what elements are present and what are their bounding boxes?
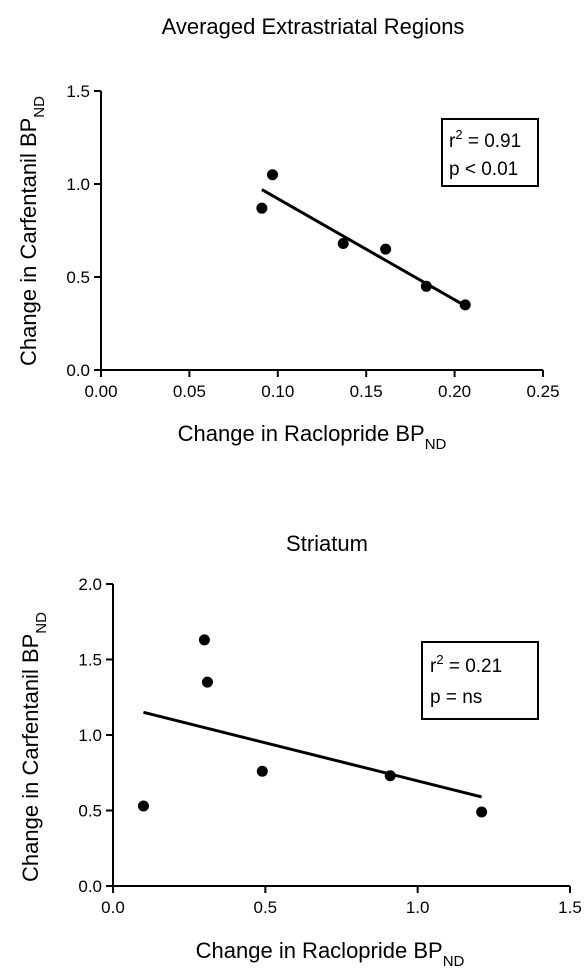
x-tick-label: 0.15 bbox=[350, 382, 383, 401]
chart-title: Striatum bbox=[286, 531, 368, 556]
data-point bbox=[384, 770, 396, 782]
x-tick-label: 0.20 bbox=[438, 382, 471, 401]
x-axis-label-subscript: ND bbox=[425, 436, 447, 453]
y-tick-label: 1.5 bbox=[78, 651, 102, 670]
stats-box bbox=[441, 118, 539, 187]
y-axis-label: Change in Carfentanil BPND bbox=[18, 612, 50, 882]
x-tick-label: 0.25 bbox=[526, 382, 559, 401]
p-value-text: p = ns bbox=[430, 687, 482, 708]
data-point bbox=[256, 765, 268, 777]
x-tick-label: 0.00 bbox=[84, 382, 117, 401]
regression-line bbox=[261, 188, 466, 308]
y-axis-label-main: Change in Carfentanil BP bbox=[16, 118, 41, 366]
data-marks bbox=[256, 169, 471, 311]
y-tick-label: 0.0 bbox=[66, 361, 90, 380]
y-tick-label: 1.5 bbox=[66, 82, 90, 101]
p-value-text: p < 0.01 bbox=[449, 159, 518, 180]
axes: 0.00 0.05 0.10 0.15 0.20 0.25 0.0 0.5 1.0 1.5 bbox=[66, 82, 559, 401]
data-point bbox=[420, 280, 432, 292]
y-tick-label: 0.5 bbox=[78, 802, 102, 821]
data-point bbox=[476, 806, 488, 818]
x-axis-label: Change in Raclopride BPND bbox=[178, 421, 447, 453]
chart-extrastriatal: Averaged Extrastriatal Regions Change in… bbox=[16, 14, 560, 453]
axes: 0.0 0.5 1.0 1.5 0.0 0.5 1.0 1.5 2.0 bbox=[78, 575, 581, 917]
data-point bbox=[266, 169, 278, 181]
data-point bbox=[256, 202, 268, 214]
x-tick-label: 0.5 bbox=[254, 898, 278, 917]
y-axis-label: Change in Carfentanil BPND bbox=[16, 96, 48, 366]
regression-line bbox=[143, 710, 483, 799]
x-tick-label: 0.05 bbox=[173, 382, 206, 401]
y-tick-label: 0.5 bbox=[66, 268, 90, 287]
data-point bbox=[198, 634, 210, 646]
x-tick-label: 1.0 bbox=[406, 898, 430, 917]
stats-box bbox=[421, 641, 539, 720]
y-axis-label-subscript: ND bbox=[31, 96, 48, 118]
data-point bbox=[459, 299, 471, 311]
r-squared-text: r2 = 0.91 bbox=[449, 127, 521, 152]
y-tick-label: 0.0 bbox=[78, 877, 102, 896]
r-squared-text: r2 = 0.21 bbox=[430, 652, 502, 677]
x-axis-label: Change in Raclopride BPND bbox=[196, 938, 465, 969]
y-tick-label: 1.0 bbox=[66, 175, 90, 194]
stats-annotation: r2 = 0.21 p = ns bbox=[421, 641, 539, 720]
x-tick-label: 0.0 bbox=[101, 898, 125, 917]
y-axis-label-subscript: ND bbox=[33, 612, 50, 634]
data-marks bbox=[137, 634, 488, 818]
x-tick-label: 0.10 bbox=[261, 382, 294, 401]
y-axis-label-main: Change in Carfentanil BP bbox=[18, 634, 43, 882]
data-point bbox=[380, 243, 392, 255]
x-axis-label-main: Change in Raclopride BP bbox=[178, 421, 425, 446]
y-tick-label: 1.0 bbox=[78, 726, 102, 745]
data-point bbox=[337, 238, 349, 250]
stats-annotation: r2 = 0.91 p < 0.01 bbox=[441, 118, 539, 187]
data-point bbox=[201, 676, 213, 688]
x-axis-label-subscript: ND bbox=[443, 953, 465, 969]
data-point bbox=[137, 800, 149, 812]
chart-striatum: Striatum Change in Raclopride BPND Chang… bbox=[18, 531, 582, 969]
chart-title: Averaged Extrastriatal Regions bbox=[162, 14, 465, 39]
x-axis-label-main: Change in Raclopride BP bbox=[196, 938, 443, 963]
x-tick-label: 1.5 bbox=[558, 898, 582, 917]
y-tick-label: 2.0 bbox=[78, 575, 102, 594]
